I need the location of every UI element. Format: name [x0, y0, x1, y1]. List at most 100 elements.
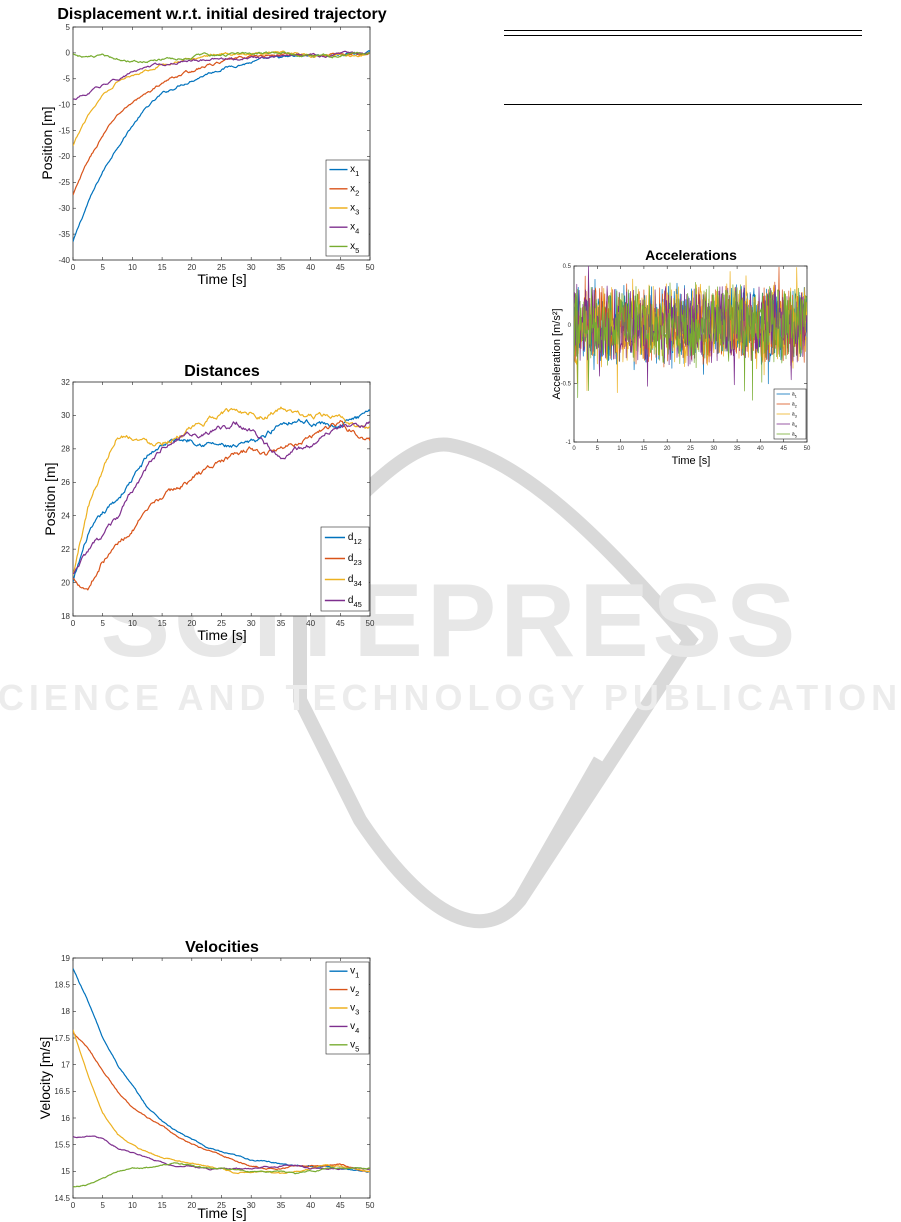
- x-tick-label: 5: [100, 263, 105, 272]
- legend-entry-name: x: [350, 203, 355, 214]
- y-tick-label: 14.5: [54, 1194, 70, 1203]
- x-tick-label: 0: [71, 1201, 76, 1210]
- y-tick-label: -1: [566, 440, 572, 446]
- legend-entry-subscript: 4: [795, 424, 797, 428]
- x-tick-label: 15: [158, 1201, 167, 1210]
- x-tick-label: 50: [804, 446, 811, 452]
- x-tick-label: 0: [71, 619, 76, 628]
- y-tick-label: 30: [61, 411, 70, 420]
- chart-title: Accelerations: [645, 247, 737, 263]
- x-tick-label: 10: [128, 1201, 137, 1210]
- y-tick-label: 19: [61, 954, 70, 963]
- series-group: [73, 406, 370, 591]
- legend-entry-subscript: 1: [355, 169, 359, 178]
- x-tick-label: 0: [71, 263, 76, 272]
- legend-entry-name: v: [350, 1003, 355, 1014]
- legend-entry-name: a: [792, 401, 795, 407]
- plot-area: [72, 957, 371, 1199]
- table-top-rule-2: [504, 35, 862, 36]
- x-tick-label: 40: [306, 619, 315, 628]
- y-axis-label: Velocity [m/s]: [37, 1037, 53, 1119]
- y-tick-label: 15.5: [54, 1140, 70, 1149]
- legend-entry-subscript: 3: [355, 1008, 359, 1017]
- y-tick-label: -25: [58, 178, 70, 187]
- legend-entry-name: a: [792, 421, 795, 427]
- legend-entry: d23: [348, 553, 362, 567]
- y-axis-label: Position [m]: [42, 462, 58, 535]
- y-tick-label: 20: [61, 578, 70, 587]
- y-tick-label: 17: [61, 1060, 70, 1069]
- legend-entry-name: d: [348, 553, 354, 564]
- y-tick-label: -20: [58, 152, 70, 161]
- legend-entry-name: v: [350, 966, 355, 977]
- series-line-d12: [73, 409, 370, 583]
- series-line-v1: [73, 968, 370, 1173]
- legend-entry: x5: [350, 241, 359, 255]
- y-tick-label: 5: [66, 23, 71, 32]
- x-tick-label: 35: [276, 263, 285, 272]
- legend-entry-subscript: 23: [353, 558, 361, 567]
- y-tick-label: 26: [61, 478, 70, 487]
- x-tick-label: 45: [336, 619, 345, 628]
- x-tick-label: 25: [217, 1201, 226, 1210]
- chart-title: Distances: [184, 363, 260, 380]
- table-bottom-rule: [504, 104, 862, 105]
- x-tick-label: 5: [100, 619, 105, 628]
- legend-entry: d12: [348, 532, 362, 546]
- x-tick-label: 40: [306, 1201, 315, 1210]
- legend-entry-subscript: 2: [795, 404, 797, 408]
- x-tick-label: 30: [710, 446, 717, 452]
- y-tick-label: 22: [61, 545, 70, 554]
- x-tick-label: 30: [247, 619, 256, 628]
- legend-entry-name: x: [350, 222, 355, 233]
- plot-area: [72, 26, 371, 261]
- legend-entry-subscript: 5: [355, 1044, 359, 1053]
- legend-entry: v4: [350, 1021, 359, 1035]
- series-line-x4: [73, 50, 370, 101]
- x-tick-label: 0: [572, 446, 576, 452]
- series-line-d34: [73, 406, 370, 576]
- x-tick-label: 20: [187, 619, 196, 628]
- legend-entry: v5: [350, 1039, 359, 1053]
- x-tick-label: 20: [187, 1201, 196, 1210]
- legend-entry-name: a: [792, 391, 795, 397]
- y-tick-label: -10: [58, 100, 70, 109]
- x-tick-label: 10: [617, 446, 624, 452]
- x-tick-label: 30: [247, 1201, 256, 1210]
- x-tick-label: 40: [757, 446, 764, 452]
- series-line-x5: [73, 51, 370, 64]
- y-tick-label: 32: [61, 378, 70, 387]
- legend-entry-name: v: [350, 984, 355, 995]
- legend-entry: v1: [350, 966, 359, 980]
- x-tick-label: 35: [276, 1201, 285, 1210]
- legend-entry-subscript: 5: [355, 246, 359, 255]
- series-group: [73, 968, 370, 1188]
- legend-entry-name: v: [350, 1039, 355, 1050]
- legend-entry-subscript: 1: [355, 971, 359, 980]
- y-tick-label: 18: [61, 1007, 70, 1016]
- chart-title: Displacement w.r.t. initial desired traj…: [57, 6, 386, 23]
- y-tick-label: 15: [61, 1167, 70, 1176]
- x-axis-label: Time [s]: [672, 455, 711, 467]
- displacement-chart: Displacement w.r.t. initial desired traj…: [39, 6, 387, 287]
- x-tick-label: 10: [128, 619, 137, 628]
- legend-entry: d45: [348, 595, 362, 609]
- y-tick-label: 0.5: [563, 264, 572, 270]
- y-tick-label: 16: [61, 1114, 70, 1123]
- x-tick-label: 50: [366, 263, 375, 272]
- legend-entry-name: x: [350, 164, 355, 175]
- y-tick-label: -15: [58, 126, 70, 135]
- x-tick-label: 20: [187, 263, 196, 272]
- y-tick-label: -30: [58, 204, 70, 213]
- series-line-v5: [73, 1162, 370, 1188]
- x-axis-label: Time [s]: [197, 271, 246, 287]
- legend-entry: d34: [348, 574, 362, 588]
- x-axis-label: Time [s]: [197, 1205, 246, 1221]
- y-tick-label: 28: [61, 445, 70, 454]
- series-line-d45: [73, 421, 370, 575]
